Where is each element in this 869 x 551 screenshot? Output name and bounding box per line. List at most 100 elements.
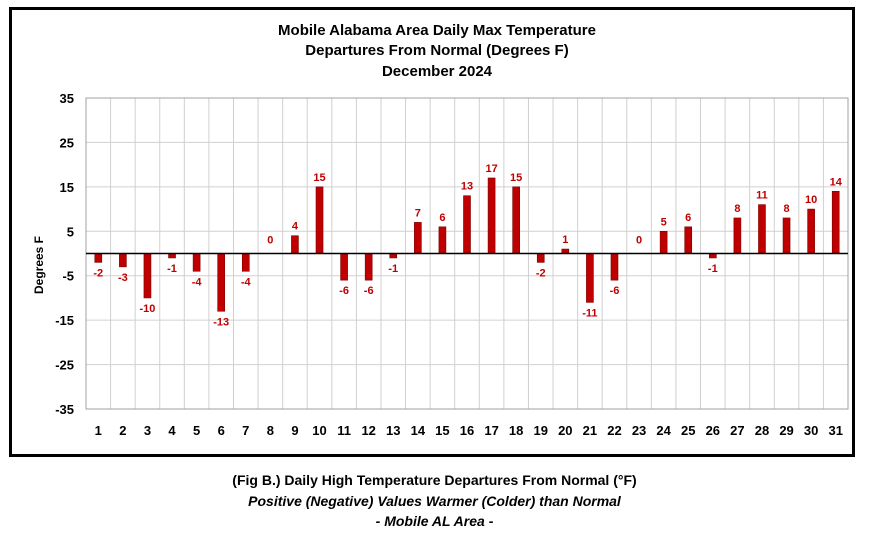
- data-label-day-2: -3: [118, 272, 128, 284]
- x-tick-label: 28: [755, 423, 769, 438]
- x-tick-label: 20: [558, 423, 572, 438]
- x-tick-label: 27: [730, 423, 744, 438]
- data-label-day-3: -10: [139, 303, 155, 315]
- bar-day-21: [586, 253, 594, 303]
- x-tick-label: 13: [386, 423, 400, 438]
- x-tick-label: 17: [484, 423, 498, 438]
- labels: 3525155-5-15-25-35-21-32-103-14-45-136-4…: [55, 91, 843, 438]
- x-tick-label: 19: [534, 423, 548, 438]
- chart-title-line-2: Departures From Normal (Degrees F): [305, 42, 568, 59]
- x-tick-label: 26: [706, 423, 720, 438]
- bar-day-29: [782, 217, 791, 254]
- data-label-day-11: -6: [339, 285, 349, 297]
- caption-line-1: (Fig B.) Daily High Temperature Departur…: [232, 472, 637, 488]
- data-label-day-14: 7: [415, 207, 421, 219]
- data-label-day-19: -2: [536, 267, 546, 279]
- data-label-day-26: -1: [708, 263, 718, 275]
- data-label-day-9: 4: [292, 221, 299, 233]
- x-tick-label: 9: [291, 423, 298, 438]
- bar-day-10: [315, 186, 324, 254]
- x-tick-label: 12: [361, 423, 375, 438]
- bar-day-19: [536, 253, 545, 263]
- chart-title: Mobile Alabama Area Daily Max Temperatur…: [278, 22, 596, 80]
- bar-day-11: [340, 253, 348, 281]
- data-label-day-24: 5: [661, 216, 667, 228]
- y-tick-label: 35: [60, 91, 74, 106]
- data-label-day-23: 0: [636, 235, 642, 247]
- bar-day-7: [241, 253, 250, 272]
- x-tick-label: 8: [267, 423, 274, 438]
- bar-day-18: [512, 186, 520, 254]
- data-label-day-31: 14: [830, 176, 843, 188]
- bar-day-3: [143, 253, 152, 299]
- x-tick-label: 14: [411, 423, 426, 438]
- x-tick-label: 7: [242, 423, 249, 438]
- data-label-day-17: 17: [485, 163, 497, 175]
- x-tick-label: 2: [119, 423, 126, 438]
- x-tick-label: 1: [95, 423, 102, 438]
- chart-frame: Mobile Alabama Area Daily Max Temperatur…: [9, 7, 855, 457]
- data-label-day-25: 6: [685, 212, 691, 224]
- data-label-day-21: -11: [582, 307, 597, 319]
- bar-day-9: [291, 235, 299, 254]
- data-label-day-29: 8: [783, 203, 789, 215]
- x-tick-label: 16: [460, 423, 474, 438]
- bar-day-24: [659, 230, 668, 254]
- x-tick-label: 25: [681, 423, 695, 438]
- x-tick-label: 15: [435, 423, 449, 438]
- data-label-day-16: 13: [461, 181, 473, 193]
- x-tick-label: 22: [607, 423, 621, 438]
- y-tick-label: -35: [55, 402, 74, 417]
- bar-day-6: [217, 253, 225, 312]
- x-tick-label: 30: [804, 423, 818, 438]
- data-label-day-7: -4: [241, 276, 252, 288]
- caption-line-3: - Mobile AL Area -: [375, 513, 494, 529]
- x-tick-label: 31: [828, 423, 842, 438]
- caption-line-2: Positive (Negative) Values Warmer (Colde…: [248, 493, 621, 509]
- x-tick-label: 6: [218, 423, 225, 438]
- bar-day-15: [438, 226, 447, 254]
- bar-day-30: [807, 208, 815, 254]
- x-tick-label: 4: [168, 423, 176, 438]
- x-tick-label: 29: [779, 423, 793, 438]
- y-tick-label: -15: [55, 313, 74, 328]
- x-tick-label: 11: [337, 423, 351, 438]
- bars: [94, 177, 840, 312]
- bar-day-22: [610, 253, 619, 281]
- data-label-day-28: 11: [756, 190, 768, 202]
- bar-day-2: [119, 253, 127, 268]
- bar-day-14: [414, 222, 422, 254]
- data-label-day-5: -4: [192, 276, 203, 288]
- bar-day-31: [831, 191, 840, 254]
- y-tick-label: 25: [60, 135, 74, 150]
- bar-day-17: [487, 177, 496, 254]
- data-label-day-15: 6: [439, 212, 445, 224]
- data-label-day-30: 10: [805, 194, 817, 206]
- bar-day-28: [758, 204, 766, 254]
- y-tick-label: -25: [55, 358, 74, 373]
- data-label-day-20: 1: [562, 234, 568, 246]
- y-tick-label: 15: [60, 180, 74, 195]
- data-label-day-1: -2: [93, 267, 103, 279]
- data-label-day-8: 0: [267, 235, 273, 247]
- axes: [85, 97, 849, 410]
- bar-day-16: [463, 195, 471, 254]
- x-tick-label: 18: [509, 423, 523, 438]
- chart-title-line-3: December 2024: [382, 63, 493, 80]
- data-label-day-4: -1: [167, 263, 177, 275]
- data-label-day-22: -6: [610, 285, 620, 297]
- data-label-day-27: 8: [734, 203, 740, 215]
- bar-day-12: [364, 253, 373, 281]
- data-label-day-18: 15: [510, 172, 522, 184]
- y-tick-label: -5: [62, 269, 74, 284]
- data-label-day-10: 15: [313, 172, 325, 184]
- x-tick-label: 10: [312, 423, 326, 438]
- bar-day-27: [733, 217, 742, 254]
- x-tick-label: 24: [656, 423, 671, 438]
- chart-svg: Mobile Alabama Area Daily Max Temperatur…: [32, 22, 849, 438]
- x-tick-label: 3: [144, 423, 151, 438]
- data-label-day-13: -1: [388, 263, 398, 275]
- data-label-day-6: -13: [213, 316, 229, 328]
- bar-day-1: [94, 253, 103, 263]
- x-tick-label: 21: [583, 423, 597, 438]
